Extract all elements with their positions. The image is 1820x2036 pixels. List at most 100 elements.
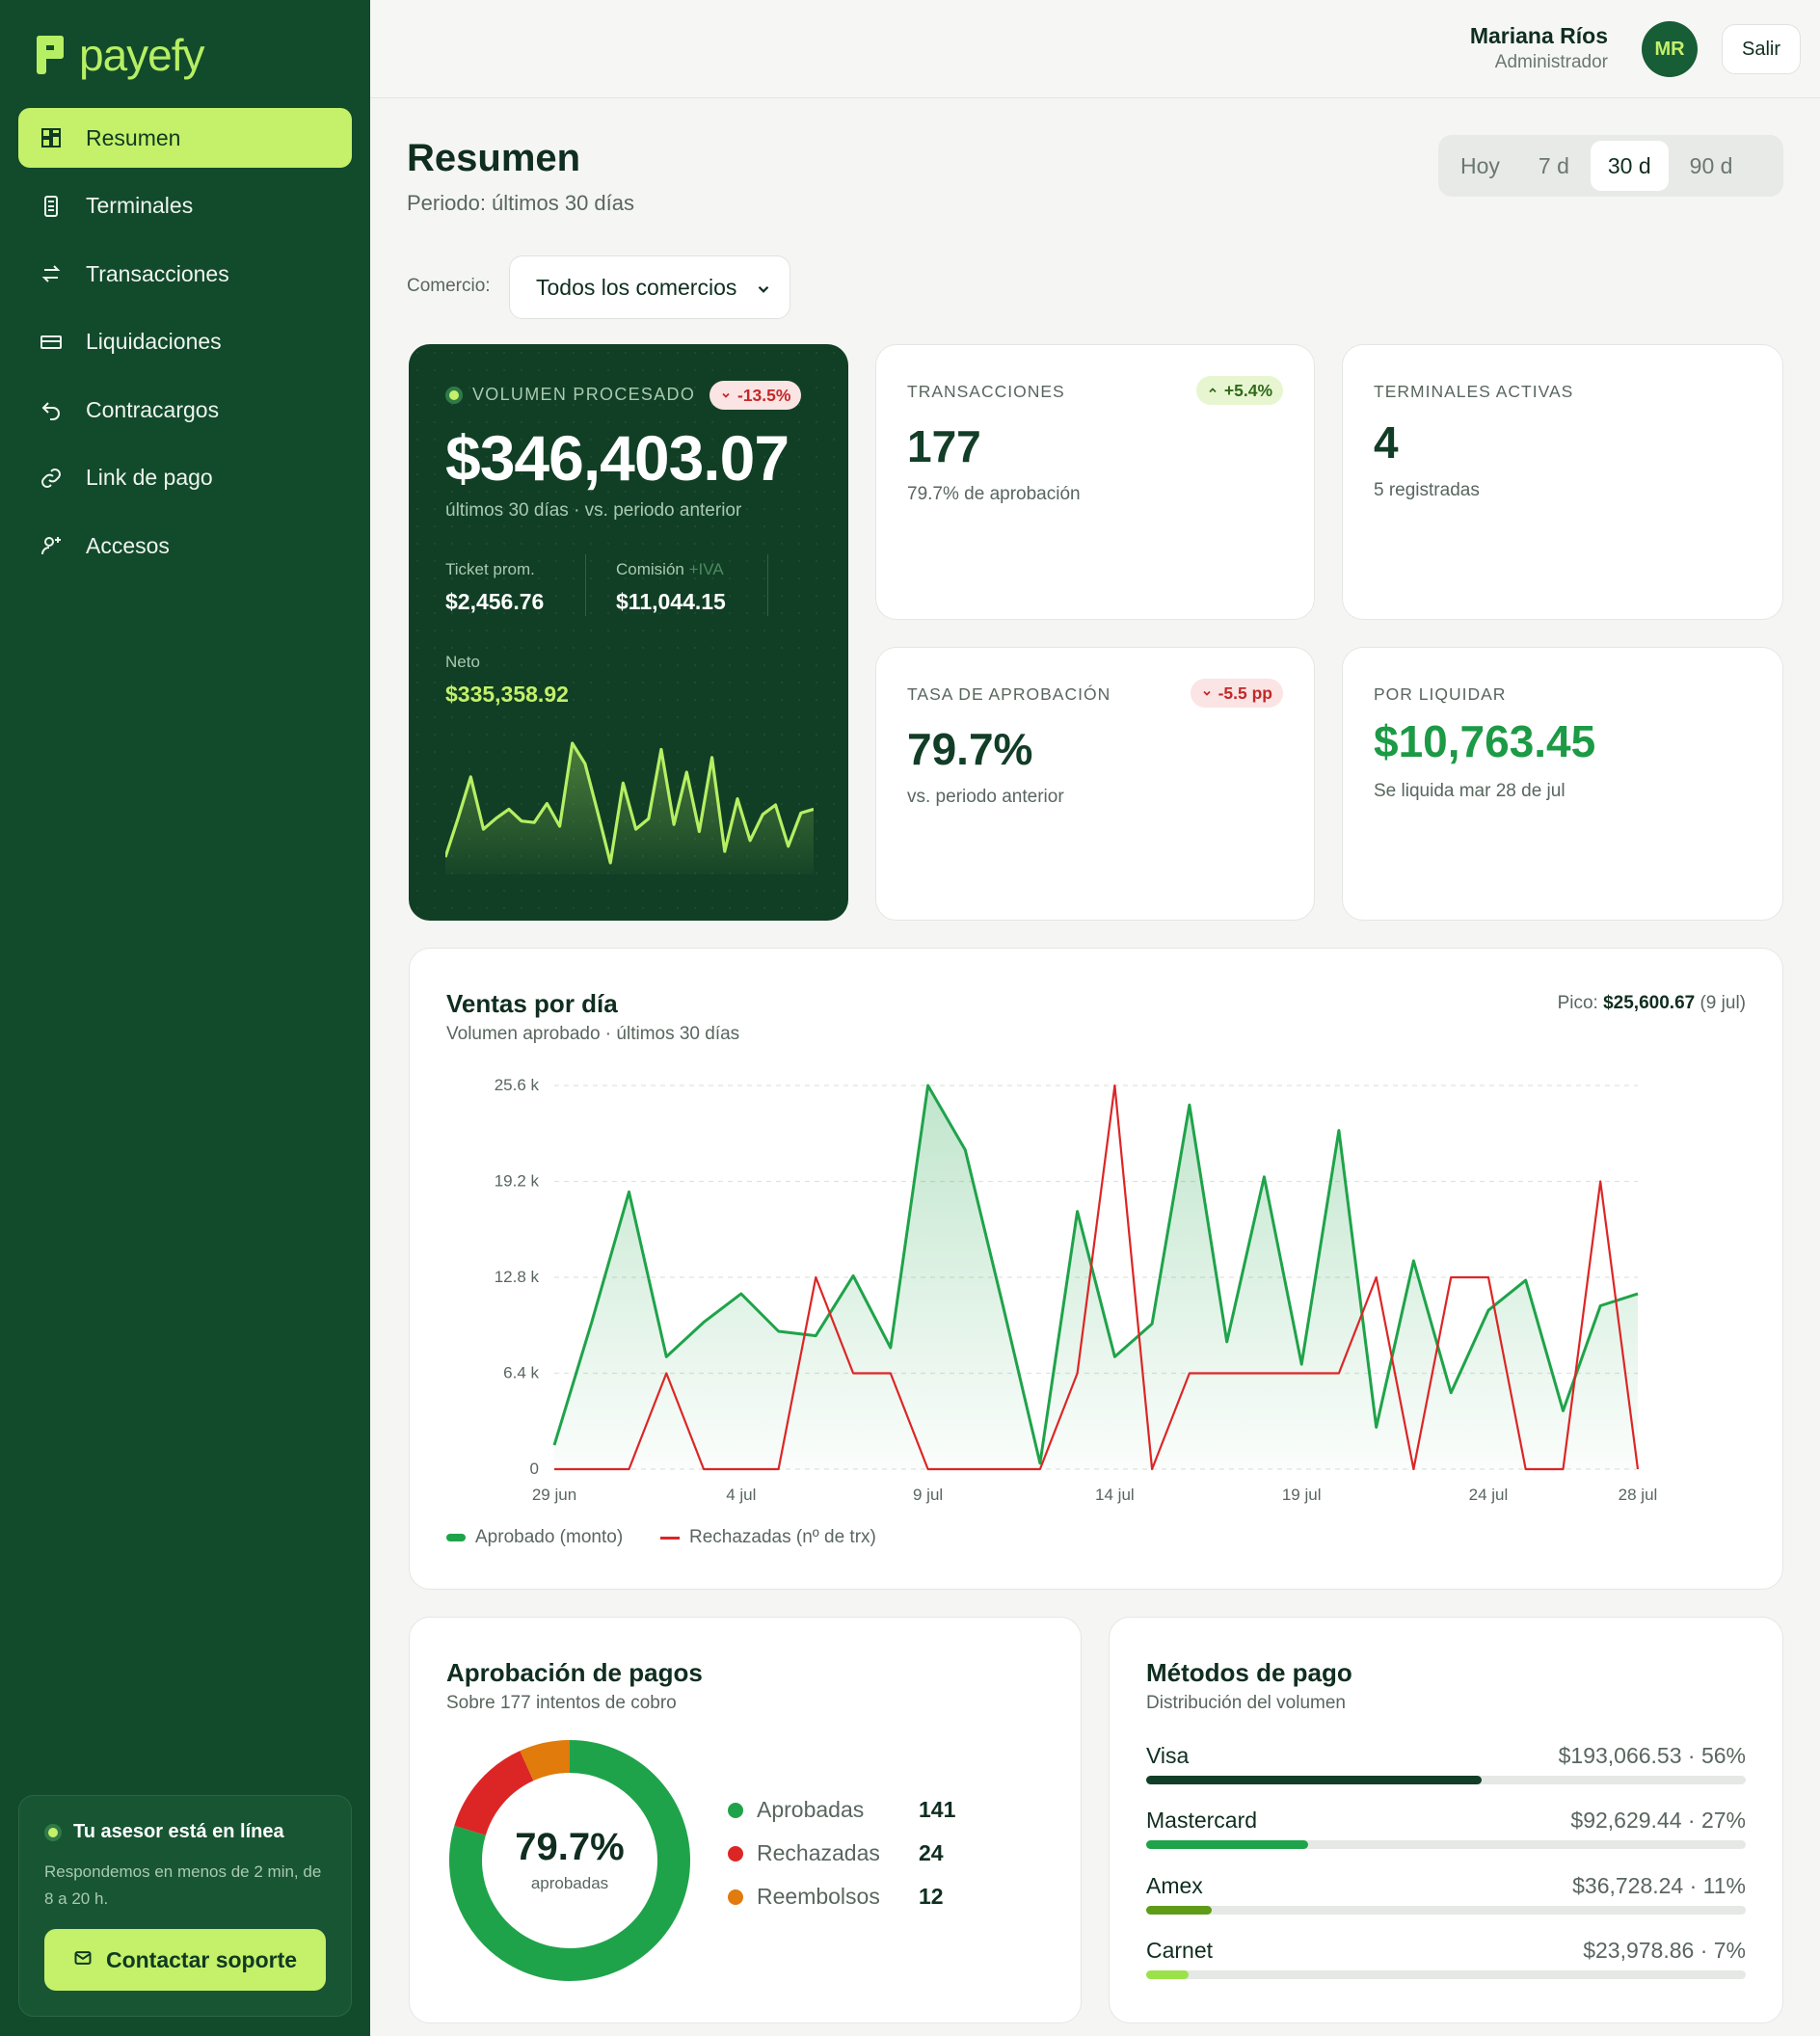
payment-method-name: Amex (1146, 1873, 1203, 1898)
ticket-label: Ticket prom. (445, 560, 535, 578)
volume-change-value: -13.5% (737, 385, 791, 405)
sidebar-item-label: Transacciones (86, 260, 229, 286)
approval-card: Aprobación de pagos Sobre 177 intentos d… (409, 1617, 1082, 2023)
payment-method-amount: $23,978.86 · 7% (1583, 1938, 1746, 1963)
peak-info: Pico: $25,600.67 (9 jul) (1558, 993, 1746, 1014)
payment-method-amount: $193,066.53 · 56% (1558, 1743, 1746, 1768)
volume-value: $346,403.07 (445, 422, 790, 494)
sidebar-nav: Resumen Terminales Transacciones Liquida… (18, 108, 352, 584)
logo[interactable]: payefy (37, 29, 205, 81)
y-tick-label: 25.6 k (495, 1076, 540, 1094)
payment-method-track (1146, 1970, 1746, 1979)
legend-approved: Aprobado (monto) (446, 1527, 623, 1548)
period-30d[interactable]: 30 d (1590, 141, 1669, 191)
sidebar-item-resumen[interactable]: Resumen (18, 108, 352, 168)
y-tick-label: 12.8 k (495, 1268, 540, 1286)
status-dot-icon (445, 386, 463, 404)
sales-chart-subtitle: Volumen aprobado · últimos 30 días (446, 1024, 740, 1044)
sales-chart: 0 6.4 k 12.8 k 19.2 k 25.6 k 29 jun 4 jul 9 jul… (495, 1076, 1658, 1504)
merchant-select[interactable]: Todos los comercios (509, 255, 790, 319)
payment-method-amount: $36,728.24 · 11% (1572, 1873, 1746, 1898)
payment-method-bar (1146, 1970, 1189, 1979)
x-tick-label: 14 jul (1095, 1486, 1135, 1504)
contact-support-label: Contactar soporte (105, 1946, 298, 1972)
active-terminals-value: 4 (1374, 417, 1399, 468)
payment-method-amount: $92,629.44 · 27% (1570, 1808, 1746, 1833)
period-selector: Hoy 7 d 30 d 90 d (1438, 135, 1783, 197)
commission-suffix: +IVA (688, 560, 724, 578)
period-hoy[interactable]: Hoy (1460, 152, 1500, 178)
x-tick-label: 29 jun (532, 1486, 576, 1504)
sidebar-item-terminales[interactable]: Terminales (18, 176, 352, 236)
avatar[interactable]: MR (1642, 21, 1698, 77)
transactions-subtitle: 79.7% de aprobación (907, 484, 1081, 504)
page-title: Resumen (407, 137, 581, 179)
dashboard-icon (40, 126, 63, 149)
active-terminals-subtitle: 5 registradas (1374, 480, 1480, 500)
logo-text: payefy (79, 30, 205, 80)
sidebar-item-label: Terminales (86, 193, 194, 218)
user-role: Administrador (1494, 52, 1608, 72)
mail-icon (73, 1947, 93, 1973)
rejected-series-line (554, 1084, 1640, 1471)
settlement-label: POR LIQUIDAR (1374, 684, 1507, 704)
peak-label: Pico: (1557, 993, 1598, 1013)
undo-icon (40, 398, 63, 421)
merchant-label: Comercio: (407, 276, 491, 296)
approval-rate-card: TASA DE APROBACIÓN -5.5 pp 79.7% vs. per… (875, 647, 1315, 921)
donut-slice-rechazadas (454, 1751, 534, 1836)
sidebar-item-transacciones[interactable]: Transacciones (18, 244, 352, 304)
donut-legend-approved: Aprobadas 141 (728, 1797, 955, 1823)
active-terminals-label: TERMINALES ACTIVAS (1374, 382, 1574, 401)
volume-card: VOLUMEN PROCESADO -13.5% $346,403.07 últ… (409, 344, 848, 921)
payment-method-track (1146, 1906, 1746, 1915)
period-90d[interactable]: 90 d (1689, 152, 1733, 178)
payment-methods-subtitle: Distribución del volumen (1146, 1693, 1346, 1713)
page-subtitle: Periodo: últimos 30 días (407, 191, 635, 215)
link-icon (40, 467, 63, 490)
commission-label: Comisión (616, 560, 684, 578)
legend-dot (728, 1802, 743, 1818)
peak-date: (9 jul) (1700, 993, 1746, 1013)
approval-donut (449, 1740, 690, 1981)
payment-method-bar (1146, 1776, 1483, 1784)
payment-method-bar (1146, 1906, 1213, 1915)
sidebar: payefy Resumen Terminales Transacciones … (0, 0, 370, 2036)
volume-change-badge: -13.5% (709, 381, 802, 410)
settlement-value: $10,763.45 (1374, 716, 1596, 766)
legend-label: Aprobadas (757, 1797, 865, 1822)
approved-area (554, 1085, 1638, 1469)
approval-card-subtitle: Sobre 177 intentos de cobro (446, 1693, 677, 1713)
merchant-select-value: Todos los comercios (536, 274, 737, 300)
x-tick-label: 28 jul (1619, 1486, 1658, 1504)
chevron-down-icon (1201, 683, 1213, 704)
sidebar-item-contracargos[interactable]: Contracargos (18, 380, 352, 440)
logo-mark-icon (37, 36, 66, 74)
legend-swatch-approved (446, 1534, 466, 1541)
volume-label: VOLUMEN PROCESADO (472, 385, 696, 404)
sidebar-item-accesos[interactable]: Accesos (18, 516, 352, 576)
online-status-icon (44, 1823, 62, 1841)
transactions-label: TRANSACCIONES (907, 382, 1065, 401)
payment-methods-card: Métodos de pago Distribución del volumen… (1109, 1617, 1783, 2023)
peak-value: $25,600.67 (1603, 993, 1696, 1013)
legend-value: 12 (919, 1884, 944, 1909)
sidebar-item-liquidaciones[interactable]: Liquidaciones (18, 312, 352, 372)
logout-button[interactable]: Salir (1722, 24, 1801, 74)
transactions-change-value: +5.4% (1223, 380, 1272, 400)
payment-methods-title: Métodos de pago (1146, 1658, 1352, 1687)
sidebar-item-label: Liquidaciones (86, 329, 222, 354)
legend-rejected-label: Rechazadas (nº de trx) (689, 1527, 876, 1547)
sparkline-line (445, 741, 814, 865)
sidebar-item-label: Resumen (86, 124, 181, 150)
divider (585, 554, 586, 616)
sidebar-item-link-de-pago[interactable]: Link de pago (18, 448, 352, 508)
commission-value: $11,044.15 (616, 589, 726, 614)
contact-support-button[interactable]: Contactar soporte (44, 1929, 326, 1991)
approval-rate-value: 79.7% (907, 724, 1033, 774)
topbar: Mariana Ríos Administrador MR Salir (370, 0, 1820, 98)
chevron-down-icon (755, 278, 772, 304)
period-7d[interactable]: 7 d (1538, 152, 1569, 178)
x-tick-label: 4 jul (726, 1486, 756, 1504)
donut-slice-reembolsos (520, 1740, 571, 1782)
